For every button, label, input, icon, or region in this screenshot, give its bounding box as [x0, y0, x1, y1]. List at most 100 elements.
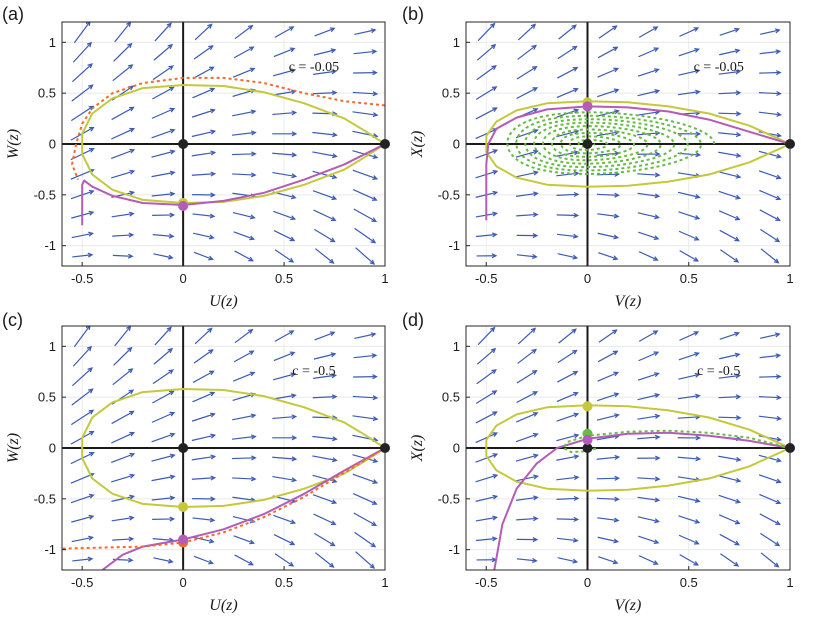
- field-arrow: [597, 393, 619, 402]
- field-arrowhead: [250, 476, 257, 482]
- field-arrowhead: [776, 457, 782, 463]
- field-arrowhead: [735, 456, 742, 462]
- panel-label: (d): [402, 310, 424, 330]
- field-arrowhead: [167, 43, 174, 50]
- field-arrow: [556, 413, 579, 422]
- field-arrow: [760, 333, 780, 339]
- field-arrowhead: [210, 496, 216, 502]
- field-arrowhead: [331, 90, 338, 96]
- field-arrow: [677, 191, 700, 198]
- field-arrow: [232, 371, 255, 382]
- field-arrowhead: [87, 367, 93, 373]
- field-arrowhead: [88, 189, 95, 195]
- field-arrow: [516, 517, 538, 521]
- field-arrow: [233, 535, 254, 544]
- y-tick-label: 1: [49, 339, 56, 354]
- field-arrow: [111, 516, 134, 522]
- y-axis-label: W(z): [5, 433, 22, 463]
- field-arrow: [152, 369, 174, 385]
- field-arrow: [637, 496, 660, 501]
- field-arrowhead: [86, 41, 93, 48]
- field-arrowhead: [572, 558, 579, 564]
- field-arrow: [312, 435, 337, 440]
- field-arrowhead: [370, 332, 377, 338]
- field-arrowhead: [248, 46, 255, 52]
- field-arrow: [637, 90, 660, 97]
- field-arrow: [274, 553, 294, 567]
- field-arrow: [352, 111, 378, 116]
- field-arrowhead: [655, 151, 661, 157]
- data-point: [178, 443, 189, 453]
- field-arrow: [597, 371, 619, 382]
- field-arrowhead: [249, 539, 255, 545]
- field-arrowhead: [572, 233, 579, 239]
- field-arrow: [194, 24, 212, 41]
- field-arrowhead: [612, 329, 618, 335]
- field-arrow: [475, 432, 498, 444]
- field-arrowhead: [290, 68, 297, 74]
- field-arrow: [637, 372, 659, 381]
- field-arrow: [596, 435, 619, 441]
- y-tick-label: -1: [44, 542, 56, 557]
- field-arrowhead: [332, 132, 338, 138]
- field-arrowhead: [290, 519, 297, 525]
- field-arrowhead: [210, 454, 217, 460]
- field-arrow: [759, 71, 781, 74]
- field-arrowhead: [694, 351, 700, 357]
- field-arrow: [152, 86, 174, 100]
- field-arrowhead: [166, 326, 172, 332]
- field-arrow: [232, 414, 256, 421]
- field-arrow: [272, 90, 296, 96]
- field-arrow: [71, 388, 93, 406]
- field-arrow: [112, 254, 133, 257]
- field-arrowhead: [209, 517, 216, 523]
- field-arrowhead: [530, 327, 537, 333]
- field-arrow: [110, 453, 135, 464]
- field-arrow: [312, 91, 337, 95]
- field-arrowhead: [247, 24, 254, 30]
- field-arrow: [272, 394, 296, 400]
- data-point: [582, 434, 593, 445]
- field-arrow: [476, 65, 497, 81]
- field-arrowhead: [532, 391, 539, 396]
- field-arrowhead: [531, 348, 537, 354]
- x-tick-label: -0.5: [475, 271, 497, 286]
- field-arrowhead: [735, 69, 742, 75]
- field-arrowhead: [532, 412, 539, 417]
- parameter-annotation: c = -0.05: [289, 60, 339, 75]
- field-arrow: [151, 433, 175, 443]
- field-arrowhead: [289, 540, 296, 546]
- field-arrow: [759, 513, 780, 525]
- field-arrowhead: [331, 373, 338, 379]
- y-tick-label: 0.5: [442, 86, 460, 101]
- field-arrow: [758, 396, 781, 399]
- field-arrow: [718, 455, 741, 461]
- field-arrow: [758, 415, 781, 420]
- field-arrowhead: [127, 346, 133, 353]
- field-arrow: [516, 370, 537, 384]
- y-tick-label: 1: [453, 35, 460, 50]
- field-arrowhead: [573, 516, 580, 522]
- field-arrow: [272, 415, 296, 420]
- y-tick-label: 0: [49, 137, 56, 152]
- field-arrow: [313, 49, 336, 56]
- field-arrow: [597, 232, 618, 239]
- field-arrow: [313, 353, 336, 360]
- field-arrowhead: [492, 453, 499, 458]
- field-arrow: [312, 131, 337, 136]
- field-arrow: [72, 367, 93, 387]
- vector-field: [70, 326, 379, 569]
- field-arrowhead: [734, 215, 741, 221]
- field-arrowhead: [492, 169, 499, 175]
- field-arrowhead: [613, 538, 620, 544]
- field-arrow: [151, 193, 175, 197]
- field-arrow: [596, 414, 619, 421]
- field-arrowhead: [208, 538, 215, 544]
- field-arrow: [596, 477, 619, 480]
- field-arrowhead: [371, 196, 378, 201]
- field-arrow: [638, 251, 658, 261]
- field-arrowhead: [694, 47, 700, 53]
- field-arrowhead: [776, 111, 782, 117]
- field-arrowhead: [533, 170, 539, 176]
